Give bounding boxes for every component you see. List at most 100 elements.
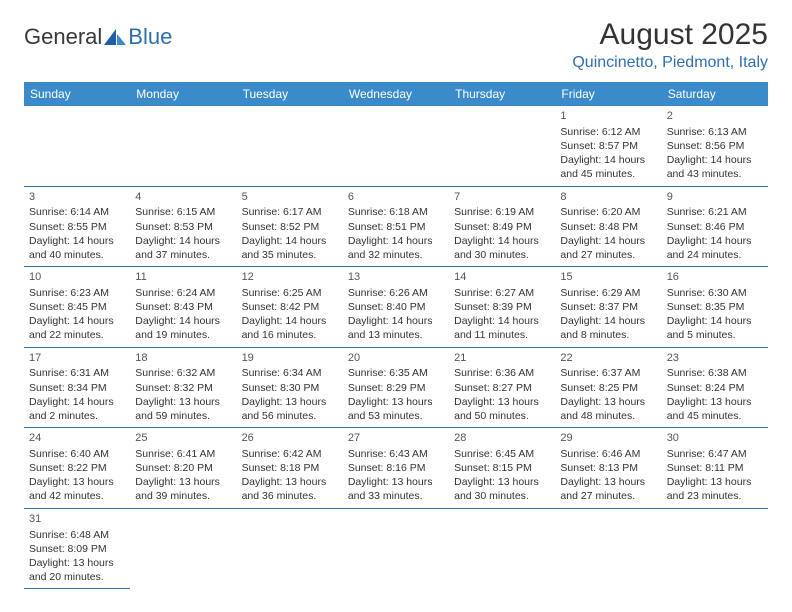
daylight-text: Daylight: 14 hours and 24 minutes. [667,234,763,262]
calendar-body: 1Sunrise: 6:12 AMSunset: 8:57 PMDaylight… [24,106,768,589]
daylight-text: Daylight: 14 hours and 43 minutes. [667,153,763,181]
sunrise-text: Sunrise: 6:15 AM [135,205,231,219]
day-number: 11 [135,270,231,285]
sunrise-text: Sunrise: 6:47 AM [667,447,763,461]
sunset-text: Sunset: 8:48 PM [560,220,656,234]
day-number: 2 [667,109,763,124]
calendar-week-row: 24Sunrise: 6:40 AMSunset: 8:22 PMDayligh… [24,428,768,509]
col-wednesday: Wednesday [343,82,449,106]
col-tuesday: Tuesday [237,82,343,106]
sunrise-text: Sunrise: 6:27 AM [454,286,550,300]
daylight-text: Daylight: 14 hours and 19 minutes. [135,314,231,342]
day-number: 14 [454,270,550,285]
day-number: 1 [560,109,656,124]
col-sunday: Sunday [24,82,130,106]
calendar-cell [449,106,555,186]
daylight-text: Daylight: 14 hours and 22 minutes. [29,314,125,342]
day-number: 18 [135,351,231,366]
sunset-text: Sunset: 8:32 PM [135,381,231,395]
calendar-cell: 21Sunrise: 6:36 AMSunset: 8:27 PMDayligh… [449,347,555,428]
sunrise-text: Sunrise: 6:36 AM [454,366,550,380]
calendar-cell: 1Sunrise: 6:12 AMSunset: 8:57 PMDaylight… [555,106,661,186]
daylight-text: Daylight: 14 hours and 11 minutes. [454,314,550,342]
day-number: 23 [667,351,763,366]
daylight-text: Daylight: 14 hours and 2 minutes. [29,395,125,423]
day-number: 12 [242,270,338,285]
sunrise-text: Sunrise: 6:37 AM [560,366,656,380]
sunset-text: Sunset: 8:25 PM [560,381,656,395]
sunrise-text: Sunrise: 6:24 AM [135,286,231,300]
calendar-cell: 9Sunrise: 6:21 AMSunset: 8:46 PMDaylight… [662,186,768,267]
day-number: 22 [560,351,656,366]
sunrise-text: Sunrise: 6:46 AM [560,447,656,461]
sunrise-text: Sunrise: 6:20 AM [560,205,656,219]
sunset-text: Sunset: 8:40 PM [348,300,444,314]
day-number: 5 [242,190,338,205]
calendar-cell: 12Sunrise: 6:25 AMSunset: 8:42 PMDayligh… [237,267,343,348]
sunset-text: Sunset: 8:22 PM [29,461,125,475]
daylight-text: Daylight: 14 hours and 35 minutes. [242,234,338,262]
logo-text-2: Blue [128,24,172,50]
day-number: 21 [454,351,550,366]
sunrise-text: Sunrise: 6:43 AM [348,447,444,461]
daylight-text: Daylight: 14 hours and 40 minutes. [29,234,125,262]
calendar-cell: 30Sunrise: 6:47 AMSunset: 8:11 PMDayligh… [662,428,768,509]
daylight-text: Daylight: 13 hours and 30 minutes. [454,475,550,503]
calendar-cell [343,106,449,186]
daylight-text: Daylight: 14 hours and 30 minutes. [454,234,550,262]
calendar-cell: 28Sunrise: 6:45 AMSunset: 8:15 PMDayligh… [449,428,555,509]
calendar-cell: 16Sunrise: 6:30 AMSunset: 8:35 PMDayligh… [662,267,768,348]
calendar-cell: 17Sunrise: 6:31 AMSunset: 8:34 PMDayligh… [24,347,130,428]
daylight-text: Daylight: 13 hours and 33 minutes. [348,475,444,503]
daylight-text: Daylight: 14 hours and 13 minutes. [348,314,444,342]
sunset-text: Sunset: 8:52 PM [242,220,338,234]
calendar-week-row: 17Sunrise: 6:31 AMSunset: 8:34 PMDayligh… [24,347,768,428]
sunrise-text: Sunrise: 6:41 AM [135,447,231,461]
page-header: General Blue August 2025 Quincinetto, Pi… [24,18,768,72]
daylight-text: Daylight: 13 hours and 42 minutes. [29,475,125,503]
daylight-text: Daylight: 14 hours and 5 minutes. [667,314,763,342]
sunrise-text: Sunrise: 6:45 AM [454,447,550,461]
sunrise-text: Sunrise: 6:38 AM [667,366,763,380]
sunset-text: Sunset: 8:55 PM [29,220,125,234]
sunrise-text: Sunrise: 6:40 AM [29,447,125,461]
sunrise-text: Sunrise: 6:23 AM [29,286,125,300]
sunrise-text: Sunrise: 6:30 AM [667,286,763,300]
sunrise-text: Sunrise: 6:31 AM [29,366,125,380]
calendar-cell: 31Sunrise: 6:48 AMSunset: 8:09 PMDayligh… [24,508,130,589]
sunrise-text: Sunrise: 6:14 AM [29,205,125,219]
calendar-page: General Blue August 2025 Quincinetto, Pi… [0,0,792,607]
sunrise-text: Sunrise: 6:48 AM [29,528,125,542]
title-block: August 2025 Quincinetto, Piedmont, Italy [572,18,768,72]
daylight-text: Daylight: 13 hours and 39 minutes. [135,475,231,503]
calendar-cell: 25Sunrise: 6:41 AMSunset: 8:20 PMDayligh… [130,428,236,509]
sunset-text: Sunset: 8:13 PM [560,461,656,475]
calendar-cell: 6Sunrise: 6:18 AMSunset: 8:51 PMDaylight… [343,186,449,267]
calendar-cell: 13Sunrise: 6:26 AMSunset: 8:40 PMDayligh… [343,267,449,348]
daylight-text: Daylight: 13 hours and 27 minutes. [560,475,656,503]
sunset-text: Sunset: 8:56 PM [667,139,763,153]
day-number: 4 [135,190,231,205]
calendar-cell: 3Sunrise: 6:14 AMSunset: 8:55 PMDaylight… [24,186,130,267]
day-number: 25 [135,431,231,446]
calendar-cell: 14Sunrise: 6:27 AMSunset: 8:39 PMDayligh… [449,267,555,348]
col-saturday: Saturday [662,82,768,106]
sunrise-text: Sunrise: 6:34 AM [242,366,338,380]
sunset-text: Sunset: 8:37 PM [560,300,656,314]
day-number: 16 [667,270,763,285]
daylight-text: Daylight: 13 hours and 50 minutes. [454,395,550,423]
calendar-cell: 29Sunrise: 6:46 AMSunset: 8:13 PMDayligh… [555,428,661,509]
calendar-cell: 4Sunrise: 6:15 AMSunset: 8:53 PMDaylight… [130,186,236,267]
sunset-text: Sunset: 8:18 PM [242,461,338,475]
calendar-week-row: 31Sunrise: 6:48 AMSunset: 8:09 PMDayligh… [24,508,768,589]
daylight-text: Daylight: 14 hours and 45 minutes. [560,153,656,181]
sunset-text: Sunset: 8:35 PM [667,300,763,314]
calendar-cell: 5Sunrise: 6:17 AMSunset: 8:52 PMDaylight… [237,186,343,267]
day-number: 3 [29,190,125,205]
sunset-text: Sunset: 8:43 PM [135,300,231,314]
daylight-text: Daylight: 13 hours and 36 minutes. [242,475,338,503]
day-number: 28 [454,431,550,446]
day-number: 19 [242,351,338,366]
sunset-text: Sunset: 8:09 PM [29,542,125,556]
daylight-text: Daylight: 14 hours and 8 minutes. [560,314,656,342]
